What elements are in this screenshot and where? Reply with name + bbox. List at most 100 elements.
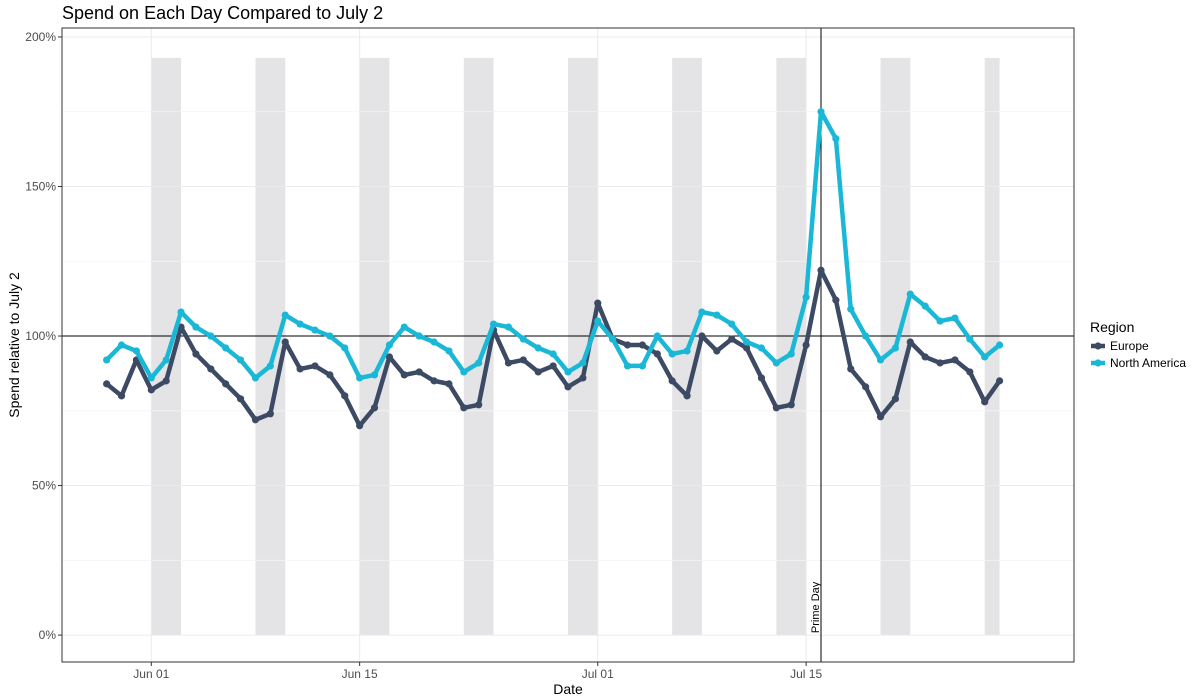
data-point bbox=[356, 422, 364, 430]
legend-label: North America bbox=[1110, 356, 1186, 370]
data-point bbox=[415, 332, 423, 340]
data-point bbox=[103, 356, 111, 364]
data-point bbox=[147, 374, 155, 382]
data-point bbox=[341, 344, 349, 352]
data-point bbox=[847, 365, 855, 373]
data-point bbox=[311, 326, 319, 334]
data-point bbox=[713, 347, 721, 355]
data-point bbox=[534, 368, 542, 376]
data-point bbox=[683, 392, 691, 400]
x-axis-title: Date bbox=[553, 681, 583, 697]
weekend-band bbox=[568, 57, 598, 636]
x-tick-label: Jun 01 bbox=[133, 667, 169, 681]
data-point bbox=[460, 368, 468, 376]
data-point bbox=[117, 341, 126, 349]
x-axis: Jun 01 Jun 15 Jul 01 Jul 15 bbox=[133, 662, 822, 681]
data-point bbox=[117, 392, 126, 400]
data-point bbox=[802, 341, 810, 349]
data-point bbox=[430, 338, 438, 346]
data-point bbox=[817, 108, 825, 116]
data-point bbox=[698, 308, 706, 316]
data-point bbox=[594, 299, 602, 307]
data-point bbox=[921, 353, 929, 361]
data-point bbox=[653, 350, 661, 358]
series-north-america bbox=[103, 108, 1004, 382]
data-point bbox=[787, 401, 795, 409]
data-point bbox=[222, 380, 230, 388]
data-point bbox=[504, 359, 513, 367]
data-point bbox=[936, 359, 944, 367]
data-point bbox=[281, 311, 289, 319]
data-point bbox=[534, 344, 542, 352]
data-point bbox=[236, 395, 245, 403]
x-tick-label: Jul 15 bbox=[790, 667, 822, 681]
data-point bbox=[251, 374, 260, 382]
data-point bbox=[549, 362, 557, 370]
y-tick-label: 50% bbox=[32, 479, 56, 493]
data-point bbox=[430, 377, 438, 385]
x-tick-label: Jun 15 bbox=[342, 667, 378, 681]
data-point bbox=[832, 135, 840, 143]
data-point bbox=[147, 386, 155, 394]
data-point bbox=[266, 410, 274, 418]
data-point bbox=[966, 335, 974, 343]
data-point bbox=[683, 347, 691, 355]
y-tick-label: 100% bbox=[25, 329, 56, 343]
chart-title: Spend on Each Day Compared to July 2 bbox=[62, 3, 384, 23]
data-point bbox=[936, 317, 944, 325]
data-point bbox=[623, 362, 632, 370]
data-point bbox=[594, 317, 602, 325]
weekend-bands bbox=[151, 57, 1000, 636]
data-point bbox=[995, 377, 1004, 385]
data-point bbox=[162, 356, 170, 364]
data-point bbox=[192, 350, 200, 358]
legend: Region Europe North America bbox=[1090, 319, 1186, 370]
data-point bbox=[385, 353, 394, 361]
data-point bbox=[460, 404, 468, 412]
x-tick-label: Jul 01 bbox=[582, 667, 614, 681]
weekend-band bbox=[359, 57, 390, 636]
data-point bbox=[906, 338, 914, 346]
data-point bbox=[847, 305, 855, 313]
y-axis: 0% 50% 100% 150% 200% bbox=[25, 30, 62, 642]
data-point bbox=[579, 374, 587, 382]
data-point bbox=[475, 359, 483, 367]
data-point bbox=[876, 356, 885, 364]
data-point bbox=[668, 350, 676, 358]
plot-panel-border bbox=[61, 27, 1075, 663]
data-point bbox=[638, 362, 647, 370]
data-point bbox=[326, 332, 334, 340]
legend-item: Europe bbox=[1091, 339, 1149, 353]
data-point bbox=[713, 311, 721, 319]
data-point bbox=[207, 332, 215, 340]
y-tick-label: 200% bbox=[25, 30, 56, 44]
data-point bbox=[296, 320, 304, 328]
data-point bbox=[891, 395, 900, 403]
data-point bbox=[326, 371, 334, 379]
data-point bbox=[609, 335, 617, 343]
data-point bbox=[981, 353, 989, 361]
data-point bbox=[311, 362, 319, 370]
data-point bbox=[742, 338, 751, 346]
data-point bbox=[966, 368, 974, 376]
data-point bbox=[891, 344, 900, 352]
data-point bbox=[251, 416, 260, 424]
data-point bbox=[728, 320, 736, 328]
data-point bbox=[817, 266, 825, 274]
weekend-band bbox=[984, 57, 1000, 636]
legend-key-point bbox=[1094, 342, 1102, 350]
data-point bbox=[281, 338, 289, 346]
data-point bbox=[445, 347, 453, 355]
data-point bbox=[519, 335, 527, 343]
data-point bbox=[698, 332, 706, 340]
y-tick-label: 0% bbox=[39, 628, 57, 642]
legend-label: Europe bbox=[1110, 339, 1149, 353]
data-point bbox=[400, 371, 408, 379]
data-point bbox=[995, 341, 1004, 349]
data-point bbox=[802, 293, 810, 301]
data-point bbox=[728, 335, 736, 343]
data-point bbox=[921, 302, 929, 310]
series-europe bbox=[103, 266, 1004, 430]
data-point bbox=[222, 344, 230, 352]
legend-title: Region bbox=[1090, 319, 1134, 335]
